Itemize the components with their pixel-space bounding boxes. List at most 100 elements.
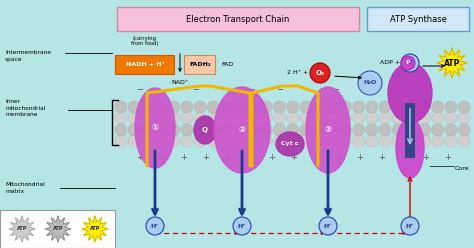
Circle shape	[168, 124, 180, 136]
Circle shape	[220, 135, 233, 147]
Circle shape	[247, 124, 259, 136]
Circle shape	[353, 124, 365, 136]
FancyBboxPatch shape	[116, 55, 174, 73]
Circle shape	[401, 217, 419, 235]
Text: ③: ③	[324, 125, 331, 134]
Circle shape	[432, 101, 444, 113]
Circle shape	[287, 112, 299, 124]
Circle shape	[392, 112, 404, 124]
Text: ②: ②	[238, 125, 246, 134]
Text: H⁺: H⁺	[406, 223, 414, 228]
Circle shape	[128, 135, 140, 147]
Polygon shape	[82, 216, 108, 242]
Text: +: +	[356, 154, 364, 162]
Circle shape	[115, 124, 127, 136]
Text: H⁺: H⁺	[324, 223, 332, 228]
Circle shape	[366, 135, 378, 147]
Text: +: +	[269, 154, 275, 162]
Text: −: −	[361, 86, 367, 94]
Circle shape	[287, 124, 299, 136]
Circle shape	[146, 217, 164, 235]
Polygon shape	[45, 216, 71, 242]
Text: ATP: ATP	[17, 226, 27, 231]
Bar	[405, 103, 415, 158]
Circle shape	[353, 101, 365, 113]
Circle shape	[326, 135, 338, 147]
Text: +: +	[291, 154, 298, 162]
Circle shape	[458, 124, 470, 136]
FancyBboxPatch shape	[184, 55, 216, 73]
Circle shape	[353, 112, 365, 124]
Circle shape	[128, 124, 140, 136]
Circle shape	[208, 112, 219, 124]
Circle shape	[194, 135, 206, 147]
Polygon shape	[437, 48, 467, 78]
Circle shape	[155, 124, 166, 136]
Circle shape	[234, 124, 246, 136]
Ellipse shape	[214, 87, 270, 173]
Text: +: +	[225, 154, 231, 162]
Circle shape	[300, 112, 312, 124]
Circle shape	[313, 135, 325, 147]
Circle shape	[379, 135, 391, 147]
Circle shape	[234, 101, 246, 113]
Circle shape	[445, 112, 457, 124]
Ellipse shape	[194, 116, 216, 144]
Circle shape	[141, 101, 154, 113]
Text: −: −	[304, 86, 311, 94]
Text: +: +	[422, 154, 429, 162]
Text: Q: Q	[202, 127, 208, 133]
Text: ADP +: ADP +	[380, 61, 400, 65]
Text: Core: Core	[455, 165, 470, 171]
Circle shape	[208, 101, 219, 113]
Text: 2 H⁺ +: 2 H⁺ +	[287, 70, 309, 75]
Circle shape	[273, 124, 285, 136]
Circle shape	[300, 135, 312, 147]
Circle shape	[458, 135, 470, 147]
Circle shape	[247, 101, 259, 113]
Ellipse shape	[135, 88, 175, 168]
Text: ①: ①	[151, 124, 159, 132]
Circle shape	[366, 101, 378, 113]
Text: (carrying
from food): (carrying from food)	[131, 36, 159, 46]
Circle shape	[194, 112, 206, 124]
Circle shape	[401, 56, 415, 70]
Circle shape	[405, 101, 418, 113]
Text: NAD⁺: NAD⁺	[172, 81, 189, 86]
Text: −: −	[332, 86, 339, 94]
Text: +: +	[202, 154, 210, 162]
Circle shape	[273, 112, 285, 124]
Circle shape	[220, 124, 233, 136]
Circle shape	[379, 112, 391, 124]
Text: +: +	[137, 154, 144, 162]
Circle shape	[358, 71, 382, 95]
Text: Inner
mitochondrial
membrane: Inner mitochondrial membrane	[5, 99, 46, 117]
Circle shape	[313, 112, 325, 124]
Circle shape	[339, 135, 351, 147]
Circle shape	[458, 112, 470, 124]
Circle shape	[300, 124, 312, 136]
Text: P: P	[406, 61, 410, 65]
Circle shape	[155, 112, 166, 124]
Circle shape	[181, 112, 193, 124]
Text: H⁺: H⁺	[406, 61, 414, 65]
FancyBboxPatch shape	[117, 7, 359, 31]
Circle shape	[339, 101, 351, 113]
Circle shape	[220, 101, 233, 113]
Text: ATP: ATP	[90, 226, 100, 231]
Circle shape	[115, 112, 127, 124]
Circle shape	[260, 112, 272, 124]
Circle shape	[260, 101, 272, 113]
Circle shape	[208, 124, 219, 136]
Circle shape	[181, 101, 193, 113]
Text: −: −	[192, 86, 200, 94]
Circle shape	[234, 112, 246, 124]
Circle shape	[194, 124, 206, 136]
Circle shape	[141, 135, 154, 147]
Text: −: −	[248, 86, 255, 94]
Circle shape	[313, 101, 325, 113]
Circle shape	[141, 124, 154, 136]
Text: +: +	[445, 154, 451, 162]
Circle shape	[392, 135, 404, 147]
Circle shape	[115, 135, 127, 147]
